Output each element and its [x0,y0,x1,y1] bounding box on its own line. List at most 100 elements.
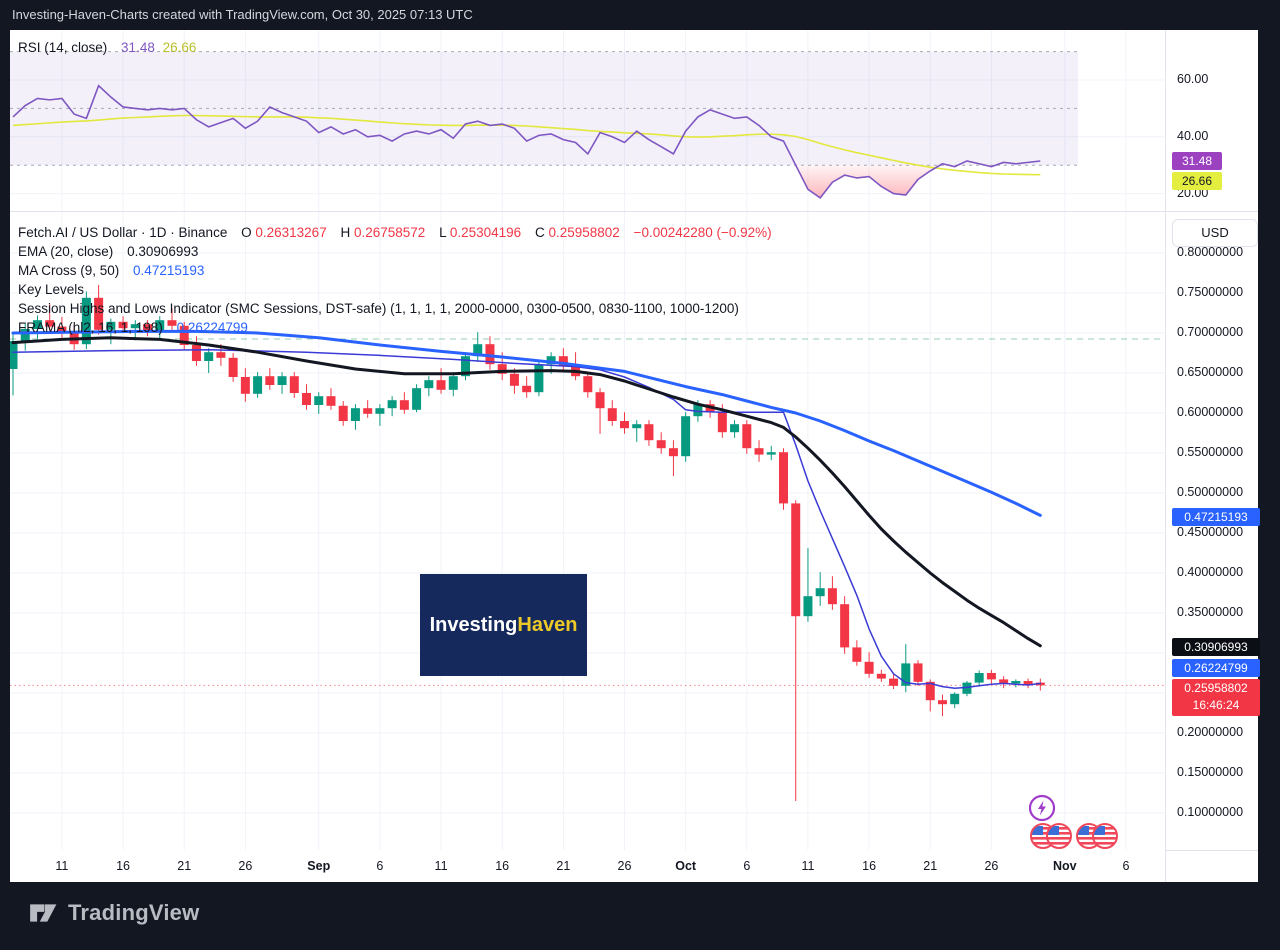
symbol-name: Fetch.AI / US Dollar · 1D · Binance [18,225,228,240]
window-title-bar: Investing-Haven-Charts created with Trad… [0,0,1280,30]
rsi-pane[interactable] [10,30,1165,211]
candle-body [840,604,850,648]
ema-legend-row[interactable]: EMA (20, close) 0.30906993 [18,244,202,259]
chart-surface [10,30,1258,882]
pane-separator[interactable] [10,211,1258,212]
candle-body [497,364,507,374]
frama-legend-row[interactable]: FRAMA (hl2, 16, 1, 198) 0.26224799 [18,320,252,335]
candle-body [314,396,324,405]
time-axis-label: Sep [307,859,331,873]
candle-body [974,673,984,683]
candle-body [20,329,30,341]
keylevels-legend-row[interactable]: Key Levels [18,282,88,297]
rsi-oversold-fill [795,165,941,198]
candle-body [827,588,837,605]
price-axis-label: 0.10000000 [1177,805,1244,819]
candle-body [375,408,385,414]
candle-body [265,376,275,385]
rsi-price-badge-2: 26.66 [1172,172,1222,190]
candle-body [937,700,947,705]
candle-body [204,352,214,361]
candle-body [864,661,874,674]
rsi-value: 31.48 [121,40,155,55]
change-value: −0.00242280 (−0.92%) [633,225,772,240]
price-axis-label: 0.70000000 [1177,325,1244,339]
candle-body [632,424,642,429]
price-axis-label: 0.75000000 [1177,285,1244,299]
candle-body [620,421,629,429]
candle-body [302,393,312,405]
time-axis-label: 11 [55,859,69,873]
price-axis-label: 0.40000000 [1177,565,1244,579]
close-label: C [534,225,545,240]
price-axis-label: 0.65000000 [1177,365,1244,379]
tradingview-wordmark: TradingView [68,900,200,925]
session-flag-pair-icon-2[interactable] [1074,821,1120,851]
candle-body [155,320,165,333]
session-legend-row[interactable]: Session Highs and Lows Indicator (SMC Se… [18,301,743,316]
keylevels-indicator-name: Key Levels [18,282,85,297]
candle-body [607,408,617,421]
time-axis[interactable]: 11 16 21 26 Sep 6 11 16 21 26 Oct 6 11 16 21 26 Nov 6 [10,850,1165,882]
candle-body [81,297,91,345]
time-axis-label: 16 [116,859,131,873]
rsi-ma-value: 26.66 [162,40,197,55]
candle-body [889,678,899,686]
time-axis-label: 16 [495,859,510,873]
candles [10,285,1045,801]
time-axis-label: 21 [556,859,571,873]
candle-body [509,373,519,386]
candle-body [815,588,825,597]
rsi-legend-row[interactable]: RSI (14, close) 31.48 26.66 [18,40,200,55]
high-label: H [340,225,351,240]
candle-body [130,324,140,329]
rsi-line [12,84,1041,199]
candle-body [986,673,996,680]
price-axis-label: 0.20000000 [1177,725,1244,739]
session-flag-pair-icon-1[interactable] [1028,821,1074,851]
candle-body [461,356,471,377]
symbol-legend-row[interactable]: Fetch.AI / US Dollar · 1D · Binance O 0.… [18,225,776,240]
open-label: O [241,225,252,240]
time-axis-label: 6 [376,859,384,873]
lightning-icon[interactable] [1027,793,1059,825]
investinghaven-watermark: Investing Haven [420,574,587,676]
price-axis[interactable]: USD 60.00 40.00 20.00 0.80000000 0.75000000 0… [1165,30,1260,882]
session-indicator-name: Session Highs and Lows Indicator (SMC Se… [18,301,739,316]
candle-body [45,320,55,327]
price-axis-label: 0.80000000 [1177,245,1244,259]
ema-20--line [11,336,1042,648]
chart-title: Investing-Haven-Charts created with Trad… [12,7,473,22]
tradingview-logo[interactable]: TradingView [28,898,199,928]
candle-body [399,400,409,410]
candle-body [240,377,250,394]
candle-body [143,324,153,333]
candle-body [546,356,556,365]
price-axis-label: 0.35000000 [1177,605,1244,619]
candle-body [803,596,813,617]
candle-body [424,380,434,389]
candle-body [778,452,788,504]
candle-body [742,424,752,449]
price-badge-3: 0.26224799 [1172,659,1260,677]
candle-body [644,424,654,441]
candle-body [583,376,593,393]
candle-body [289,376,299,393]
candle-body [32,320,42,329]
watermark-part2: Haven [517,613,578,636]
price-pane[interactable] [10,212,1165,850]
candle-body [216,352,226,358]
rsi-price-badge-1: 31.48 [1172,152,1222,170]
macross-indicator-name: MA Cross (9, 50) [18,263,120,278]
candle-body [485,344,495,365]
candle-body [876,673,886,679]
macross-legend-row[interactable]: MA Cross (9, 50) 0.47215193 [18,263,208,278]
time-axis-label: Nov [1052,859,1077,873]
candle-body [253,376,263,394]
currency-button[interactable]: USD [1172,219,1258,247]
candle-body [681,416,691,457]
candle-body [191,345,201,361]
time-axis-label: 11 [434,859,448,873]
price-badge-4: 0.25958802 16:46:24 [1172,678,1260,716]
low-value: 0.25304196 [449,225,522,240]
